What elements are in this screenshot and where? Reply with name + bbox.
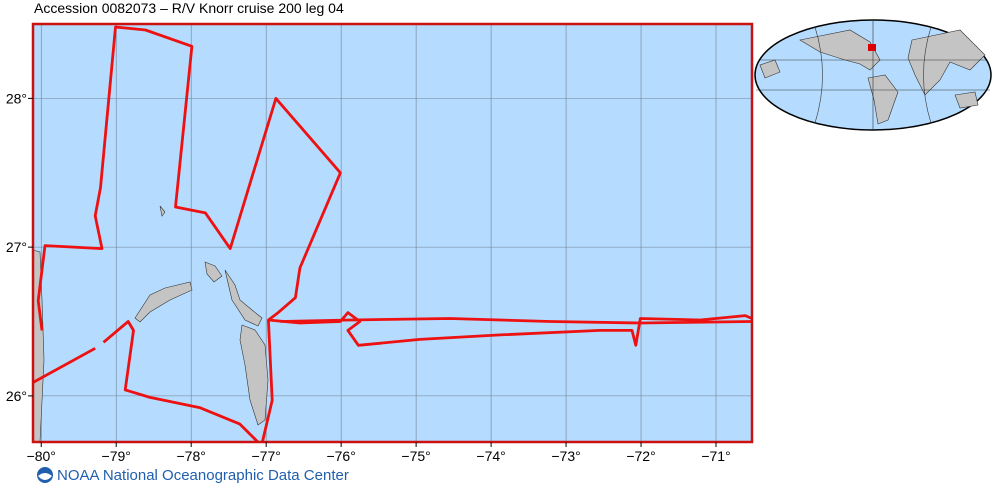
x-tick-label: −80° — [27, 448, 56, 464]
x-tick-label: −73° — [551, 448, 580, 464]
x-tick-label: −78° — [177, 448, 206, 464]
x-tick-label: −72° — [626, 448, 655, 464]
globe-inset — [754, 19, 992, 131]
x-tick-label: −75° — [401, 448, 430, 464]
cruise-track — [32, 25, 753, 443]
x-tick-label: −77° — [251, 448, 280, 464]
ocean — [33, 24, 752, 442]
y-tick-label: 26° — [6, 388, 27, 404]
y-tick-label: 28° — [6, 90, 27, 106]
x-tick-label: −74° — [476, 448, 505, 464]
land — [32, 205, 269, 443]
footer: NOAA National Oceanographic Data Center — [57, 467, 349, 484]
x-tick-label: −79° — [102, 448, 131, 464]
map-frame — [31, 22, 754, 444]
x-tick-label: −71° — [701, 448, 730, 464]
grid — [33, 24, 752, 442]
noaa-logo — [37, 467, 53, 483]
x-tick-label: −76° — [326, 448, 355, 464]
y-tick-label: 27° — [6, 239, 27, 255]
title: Accession 0082073 – R/V Knorr cruise 200… — [34, 0, 344, 16]
